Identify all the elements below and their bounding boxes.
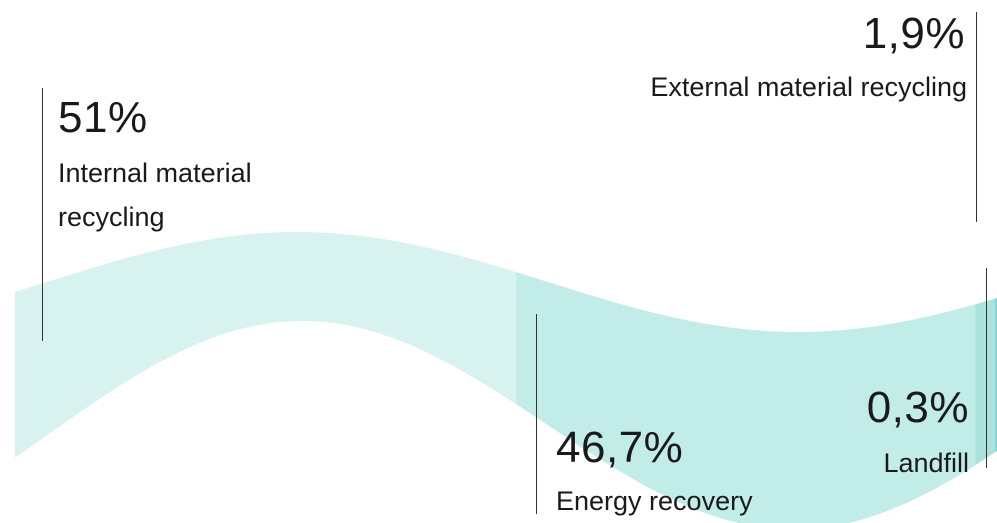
landfill-percentage: 0,3% <box>866 383 969 432</box>
segment-external-material-recycling <box>975 232 997 523</box>
segment-landfill <box>995 232 997 523</box>
energy-leader-line <box>536 314 537 514</box>
segment-internal-material-recycling <box>15 232 518 523</box>
internal-percentage: 51% <box>58 93 148 142</box>
external-label: External material recycling <box>650 72 967 102</box>
energy-label: Energy recovery <box>556 486 753 516</box>
internal-leader-line <box>42 88 43 341</box>
landfill-leader-line <box>986 268 987 468</box>
internal-label-line2: recycling <box>58 202 165 232</box>
landfill-label: Landfill <box>883 448 969 478</box>
energy-percentage: 46,7% <box>556 423 684 472</box>
internal-label-line1: Internal material <box>58 158 252 188</box>
external-percentage: 1,9% <box>862 9 965 58</box>
external-leader-line <box>976 12 977 222</box>
